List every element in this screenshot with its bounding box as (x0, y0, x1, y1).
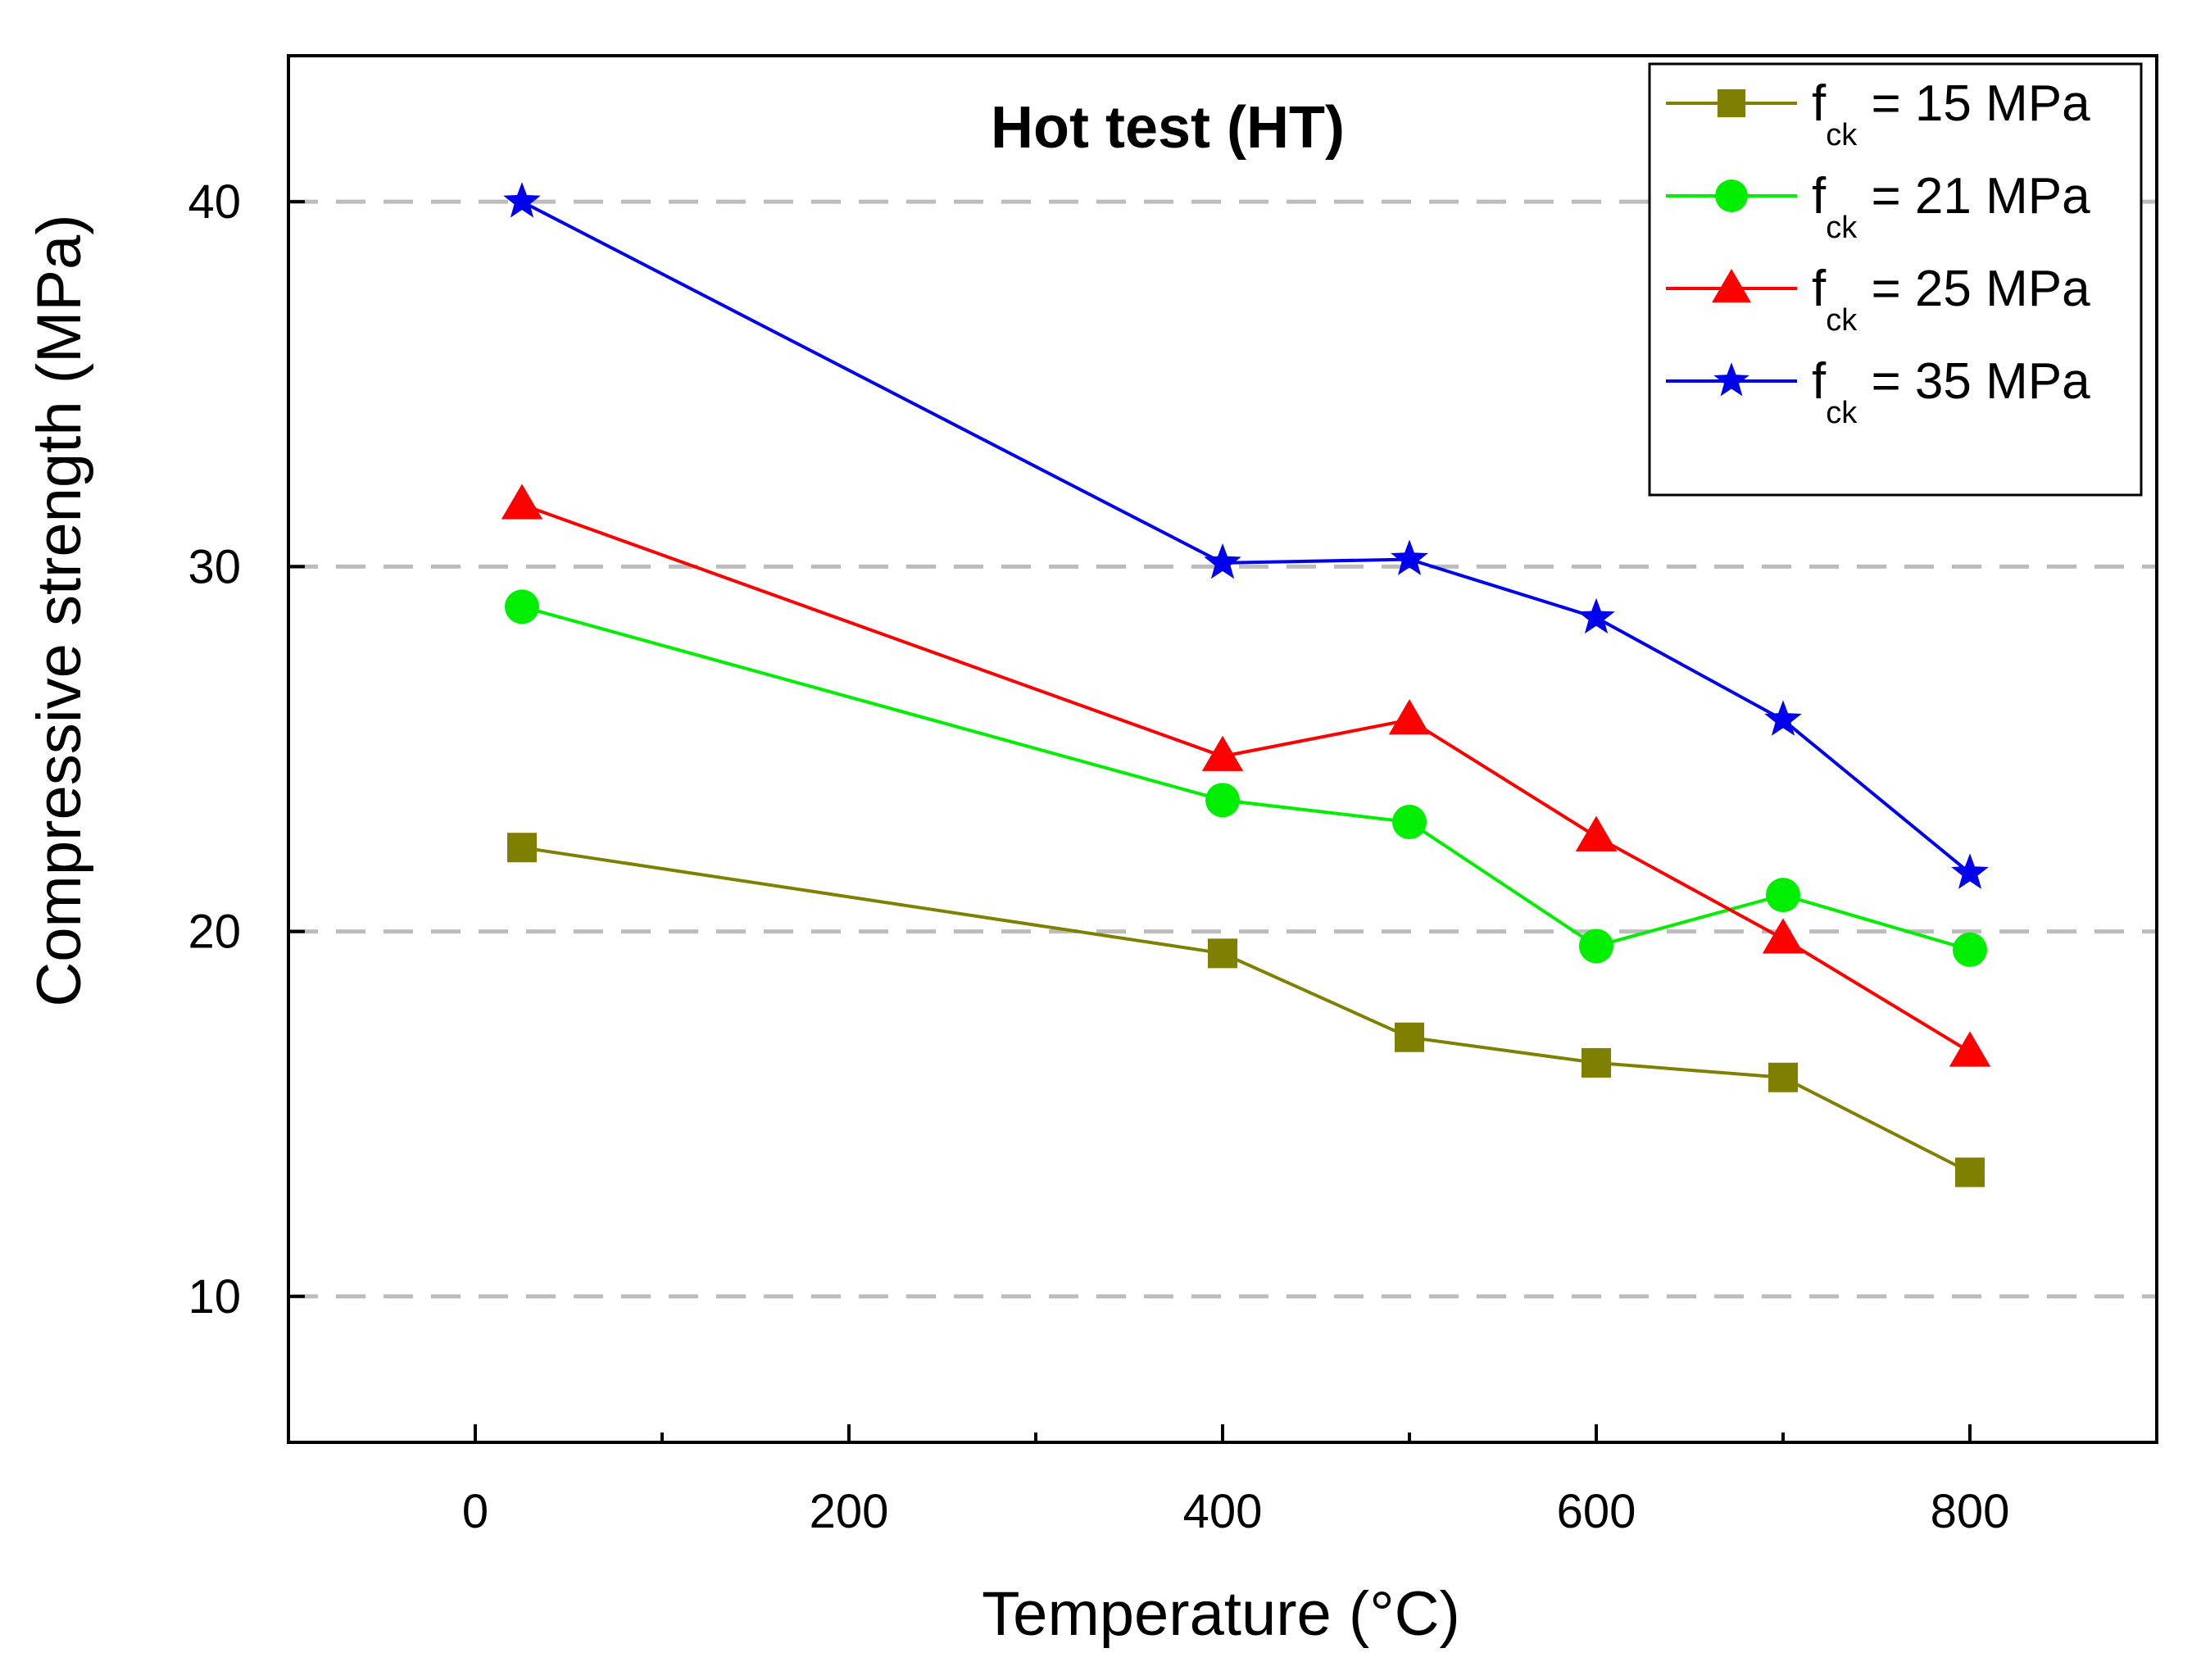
legend-marker (1715, 179, 1748, 212)
legend-label-main: f (1812, 75, 1827, 132)
x-tick-label: 800 (1931, 1485, 2010, 1538)
data-point (1201, 735, 1244, 771)
chart-title: Hot test (HT) (991, 95, 1345, 161)
data-point (1208, 938, 1237, 969)
y-tick-label: 30 (188, 540, 241, 593)
data-point (1395, 1022, 1424, 1052)
x-tick-label: 400 (1183, 1485, 1263, 1538)
series-line (521, 846, 1971, 1174)
data-point (1391, 539, 1428, 575)
legend-label-rest: = 25 MPa (1857, 261, 2090, 317)
series-line (521, 200, 1972, 874)
data-point (1953, 932, 1987, 967)
y-tick-label: 40 (188, 175, 241, 229)
y-axis-label: Compressive strength (MPa) (25, 214, 94, 1006)
data-point (507, 833, 537, 863)
data-point (1388, 699, 1431, 735)
legend-label-rest: = 35 MPa (1857, 353, 2090, 410)
data-point (501, 484, 543, 520)
legend-label-main: f (1812, 168, 1827, 225)
legend-label: fck = 25 MPa (1812, 261, 2090, 338)
x-axis-label: Temperature (°C) (982, 1579, 1460, 1649)
legend-label: fck = 21 MPa (1812, 168, 2090, 245)
legend-label-sub: ck (1826, 118, 1858, 152)
series-2 (501, 484, 1991, 1067)
y-tick-label: 20 (188, 906, 241, 959)
data-point (1955, 1157, 1985, 1187)
legend-label-sub: ck (1826, 211, 1858, 245)
x-tick-label: 600 (1557, 1485, 1636, 1538)
legend-label-main: f (1812, 353, 1827, 410)
data-point (1582, 1047, 1611, 1078)
legend-label-rest: = 15 MPa (1857, 75, 2090, 132)
data-point (1575, 815, 1618, 851)
legend-label-sub: ck (1826, 396, 1858, 430)
series-3 (503, 182, 1989, 889)
data-point (1204, 543, 1241, 579)
series-0 (507, 833, 1985, 1187)
data-point (1762, 918, 1804, 954)
data-point (1579, 929, 1613, 964)
series-1 (505, 589, 1987, 967)
x-tick-label: 0 (462, 1485, 488, 1538)
series-line (521, 605, 1971, 951)
series-line (521, 502, 1972, 1054)
y-tick-label: 10 (188, 1270, 241, 1324)
data-point (1951, 853, 1989, 889)
legend-item: fck = 15 MPa (1666, 75, 2090, 152)
legend-label-main: f (1812, 261, 1827, 317)
data-point (1766, 878, 1800, 913)
legend-label: fck = 35 MPa (1812, 353, 2090, 430)
data-point (505, 589, 539, 624)
data-point (1949, 1031, 1991, 1067)
legend-marker (1713, 362, 1749, 397)
data-point (1768, 1062, 1798, 1092)
legend-label-sub: ck (1826, 303, 1858, 338)
legend-marker (1712, 269, 1751, 303)
series-layer (501, 182, 1991, 1187)
legend-item: fck = 35 MPa (1666, 353, 2090, 430)
legend-label-rest: = 21 MPa (1857, 168, 2090, 225)
data-point (1392, 805, 1427, 840)
data-point (1764, 700, 1802, 736)
legend-marker (1717, 89, 1746, 118)
data-point (1577, 597, 1615, 634)
legend-item: fck = 25 MPa (1666, 261, 2090, 338)
legend-label: fck = 15 MPa (1812, 75, 2090, 152)
data-point (1205, 783, 1240, 818)
data-point (503, 182, 541, 218)
grid-layer (288, 199, 2157, 1299)
legend-item: fck = 21 MPa (1666, 168, 2090, 245)
x-tick-label: 200 (810, 1485, 889, 1538)
